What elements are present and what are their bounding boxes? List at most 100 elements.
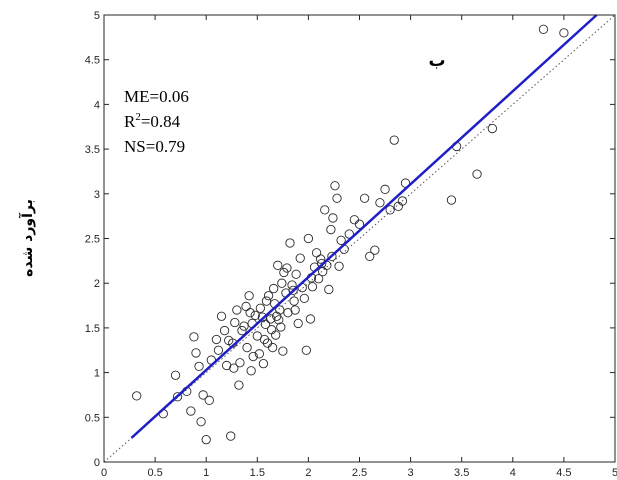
data-point [359, 193, 370, 203]
data-point [262, 338, 273, 348]
data-point [289, 296, 299, 306]
y-tick-label: 4.5 [85, 55, 100, 67]
data-point [299, 293, 309, 304]
data-point [216, 311, 227, 321]
y-axis-label: برآورد شده [18, 199, 36, 277]
y-tick-label: 4 [94, 99, 100, 111]
data-point [170, 370, 181, 380]
data-point [330, 181, 340, 191]
data-point [235, 358, 245, 368]
data-point [219, 325, 230, 336]
data-point [201, 434, 211, 445]
data-point [194, 361, 204, 371]
regression-fit-line [130, 14, 598, 439]
data-point [276, 322, 286, 332]
data-point [311, 248, 322, 258]
plot-frame [103, 14, 616, 463]
y-tick-label: 1 [94, 368, 100, 380]
data-point [370, 245, 380, 255]
data-point [446, 195, 457, 205]
data-point [273, 260, 283, 270]
data-point [559, 28, 569, 38]
data-point [232, 305, 242, 315]
y-tick-label: 0 [94, 457, 100, 469]
data-point [385, 205, 395, 215]
data-point [198, 390, 208, 400]
y-tick-label: 3.5 [85, 144, 100, 156]
data-point [293, 318, 303, 329]
data-point [365, 251, 375, 262]
data-point [393, 201, 403, 211]
x-tick-label: 4 [510, 467, 516, 479]
data-point [334, 261, 344, 271]
x-tick-label: 1 [203, 467, 209, 479]
y-tick-label: 3 [94, 189, 100, 201]
data-point [234, 380, 244, 390]
data-point [266, 325, 277, 335]
data-point [380, 184, 390, 194]
x-tick-label: 0 [101, 467, 107, 479]
data-point [229, 363, 239, 373]
data-point [132, 391, 142, 401]
data-point [278, 346, 288, 356]
stat-r2-sup: 2 [135, 111, 141, 123]
panel-label: ب [428, 51, 445, 71]
data-point [248, 351, 258, 362]
x-tick-label: 2 [305, 467, 311, 479]
data-point [328, 213, 338, 223]
data-point [204, 395, 214, 405]
data-point [237, 325, 247, 336]
data-point [313, 274, 324, 284]
data-point [274, 315, 284, 325]
stat-ns: NS=0.79 [124, 137, 185, 156]
data-point [242, 342, 252, 353]
y-tick-label: 5 [94, 10, 100, 22]
data-point [354, 219, 365, 229]
reference-line-1to1 [103, 14, 616, 463]
data-point [472, 169, 482, 179]
data-point [189, 332, 199, 342]
data-point [487, 123, 498, 134]
data-point [282, 263, 292, 273]
y-tick-label: 2 [94, 278, 100, 290]
data-point [211, 334, 222, 345]
data-point [244, 291, 254, 301]
data-point [172, 392, 183, 402]
data-point [186, 406, 196, 416]
stat-me: ME=0.06 [124, 87, 189, 106]
data-point [258, 359, 269, 369]
x-tick-label: 1.5 [250, 467, 265, 479]
data-point [277, 278, 287, 288]
y-tick-label: 0.5 [85, 412, 100, 424]
data-point [324, 284, 334, 295]
x-tick-label: 5 [612, 467, 617, 479]
data-point [271, 330, 281, 340]
data-point [255, 303, 266, 313]
y-tick-label: 2.5 [85, 234, 100, 246]
data-point [191, 348, 201, 358]
stat-r2-value: =0.84 [141, 112, 181, 131]
data-point [259, 334, 270, 345]
data-point [245, 308, 255, 318]
data-point [538, 24, 549, 34]
data-point [288, 285, 298, 296]
data-point [317, 258, 327, 269]
data-point [326, 224, 336, 235]
data-point [397, 196, 408, 206]
data-point [261, 296, 272, 306]
axis-ticks: 0 0.5 1 1.5 2 2.5 3 3.5 4 4.5 5 0 0.5 1 1.5 2 2.5 3 3.5 4 4.… [85, 10, 617, 479]
data-point [389, 135, 399, 145]
data-point [275, 305, 285, 315]
y-tick-label: 1.5 [85, 323, 100, 335]
data-point [226, 431, 236, 441]
data-point [254, 349, 264, 359]
data-point [295, 253, 305, 263]
data-point [267, 342, 278, 353]
data-point [327, 251, 337, 262]
data-points [132, 24, 569, 445]
data-point [336, 235, 346, 245]
data-point [305, 314, 316, 324]
x-tick-label: 3.5 [454, 467, 469, 479]
data-point [269, 283, 279, 294]
